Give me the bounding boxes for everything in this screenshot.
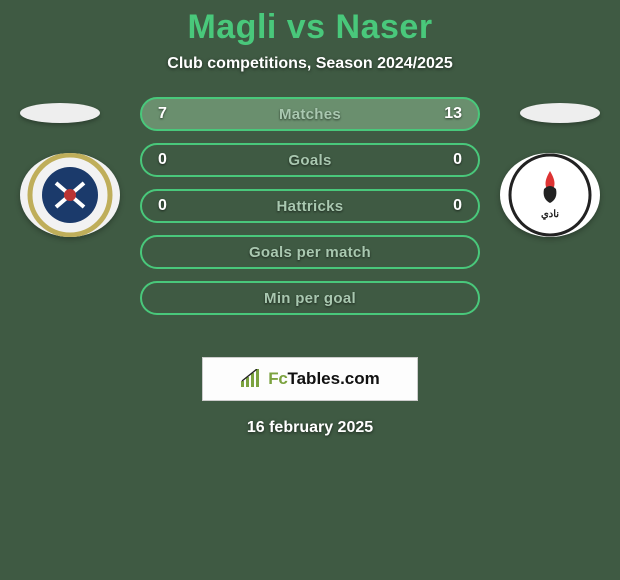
- branding-text-fc: Fc: [268, 369, 287, 388]
- flag-right: [520, 103, 600, 123]
- page-title: Magli vs Naser: [0, 8, 620, 47]
- flag-left: [20, 103, 100, 123]
- stat-bar-min-per-goal: Min per goal: [140, 281, 480, 315]
- stat-bar-matches: 7 Matches 13: [140, 97, 480, 131]
- stat-list: 7 Matches 13 0 Goals 0 0 Hattricks 0 Goa…: [140, 97, 480, 327]
- stat-left-matches: 7: [158, 105, 167, 123]
- svg-text:نادي: نادي: [541, 209, 559, 220]
- bar-chart-icon: [240, 369, 262, 389]
- club-badge-right: نادي: [500, 153, 600, 237]
- content-root: Magli vs Naser Club competitions, Season…: [0, 0, 620, 437]
- stat-label-goals: Goals: [288, 152, 331, 169]
- branding-text: FcTables.com: [268, 369, 380, 389]
- stat-right-goals: 0: [453, 151, 462, 169]
- stat-bar-goals: 0 Goals 0: [140, 143, 480, 177]
- branding-text-rest: Tables.com: [287, 369, 379, 388]
- stat-label-hattricks: Hattricks: [277, 198, 344, 215]
- date-text: 16 february 2025: [0, 419, 620, 437]
- stat-label-mpg: Min per goal: [264, 290, 356, 307]
- club-badge-right-art: نادي: [500, 153, 600, 237]
- branding-box[interactable]: FcTables.com: [202, 357, 418, 401]
- page-subtitle: Club competitions, Season 2024/2025: [0, 55, 620, 73]
- comparison-area: نادي 7 Matches 13 0 Goals 0 0 Hattricks …: [0, 97, 620, 357]
- stat-label-matches: Matches: [279, 106, 341, 123]
- stat-bar-hattricks: 0 Hattricks 0: [140, 189, 480, 223]
- stat-right-hattricks: 0: [453, 197, 462, 215]
- stat-bar-goals-per-match: Goals per match: [140, 235, 480, 269]
- stat-left-goals: 0: [158, 151, 167, 169]
- stat-label-gpm: Goals per match: [249, 244, 371, 261]
- stat-left-hattricks: 0: [158, 197, 167, 215]
- club-badge-left-art: [20, 153, 120, 237]
- stat-right-matches: 13: [444, 105, 462, 123]
- club-badge-left: [20, 153, 120, 237]
